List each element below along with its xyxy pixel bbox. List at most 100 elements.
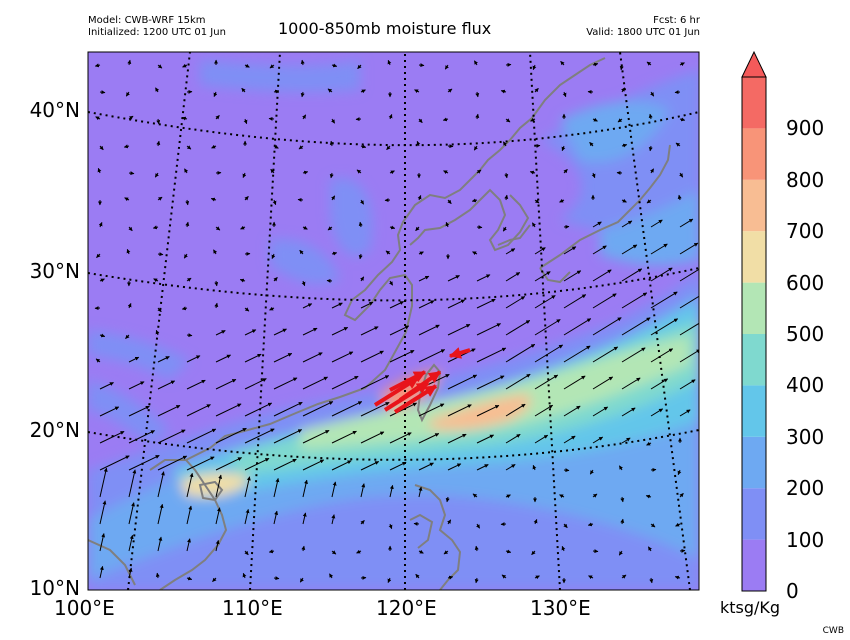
flux-arrow: [621, 198, 627, 203]
flux-arrow: [154, 172, 159, 178]
initialized-label: Initialized: 1200 UTC 01 Jun: [88, 27, 226, 38]
colorbar-tick-label: 100: [786, 527, 825, 552]
flux-arrow: [646, 441, 652, 446]
flux-arrow: [447, 275, 460, 282]
flux-arrow: [186, 538, 191, 552]
map-title: 1000-850mb moisture flux: [278, 19, 492, 38]
flux-arrow: [302, 459, 325, 471]
flux-arrow: [299, 249, 304, 255]
flux-arrow: [214, 302, 219, 309]
flux-arrow: [447, 374, 478, 390]
flux-arrow: [592, 493, 598, 498]
flux-arrow: [559, 198, 565, 203]
flux-arrow: [331, 460, 352, 471]
flux-arrow: [273, 277, 278, 282]
flux-arrow: [476, 523, 481, 529]
flux-arrow: [534, 404, 554, 417]
flux-arrow: [389, 432, 412, 444]
flux-arrow: [331, 481, 337, 498]
flux-arrow: [418, 486, 423, 498]
flux-arrow: [181, 306, 188, 311]
flux-arrow: [331, 251, 338, 256]
flux-arrow: [244, 353, 262, 363]
flux-arrow: [99, 145, 104, 151]
flux-arrow: [650, 318, 679, 336]
flux-arrow: [505, 248, 516, 255]
flux-arrow: [99, 565, 104, 579]
flux-arrow: [591, 172, 596, 179]
lat-label-30n: 30°N: [29, 259, 80, 283]
flux-arrow: [360, 375, 390, 390]
flux-arrow: [273, 429, 303, 444]
flux-arrow: [125, 91, 130, 97]
flux-arrow: [389, 461, 407, 471]
flux-arrow: [302, 401, 334, 417]
flux-arrow: [215, 457, 242, 471]
flux-arrow: [592, 117, 598, 122]
flux-arrow: [331, 514, 336, 525]
flux-arrow: [239, 278, 246, 283]
flux-arrow: [302, 352, 323, 363]
flux-arrow: [418, 63, 425, 68]
flux-arrow: [331, 302, 343, 309]
flux-arrow: [646, 199, 652, 204]
flux-arrow: [532, 464, 537, 471]
colorbar-band: [742, 77, 766, 129]
flux-arrow: [474, 545, 479, 552]
flux-arrow: [128, 430, 155, 444]
flux-arrow: [301, 280, 306, 287]
flux-arrow: [587, 522, 594, 527]
flux-arrow: [679, 62, 685, 67]
flux-arrow: [648, 145, 653, 152]
flux-arrow: [269, 64, 275, 69]
flux-arrow: [214, 280, 219, 287]
flux-arrow: [418, 300, 435, 309]
flux-arrow: [413, 521, 420, 526]
flux-arrow: [534, 271, 551, 282]
flux-arrow: [474, 577, 479, 584]
flux-arrow: [648, 113, 653, 120]
flux-arrow: [414, 89, 420, 94]
flux-arrow: [534, 319, 561, 336]
flux-arrow: [620, 518, 625, 525]
flux-arrow: [650, 267, 673, 282]
colorbar-tick-label: 500: [786, 322, 825, 346]
flux-arrow: [471, 198, 478, 203]
flux-arrow: [592, 436, 604, 444]
colorbar-band: [742, 128, 766, 180]
flux-arrow: [505, 494, 511, 499]
flux-arrow: [155, 87, 160, 93]
flux-arrow: [563, 318, 592, 336]
flux-arrow: [273, 144, 279, 149]
flux-arrow: [273, 89, 280, 94]
flux-arrow: [562, 91, 567, 98]
flux-arrow: [186, 472, 194, 498]
flux-arrow: [476, 225, 483, 230]
lon-label-100e: 100°E: [54, 596, 115, 620]
flux-arrow: [621, 377, 641, 390]
flux-arrow: [128, 381, 145, 390]
flux-arrow: [505, 272, 521, 282]
flux-arrow: [447, 299, 466, 309]
flux-arrow: [502, 226, 507, 232]
flux-arrow: [447, 519, 452, 525]
flux-arrow: [331, 430, 357, 444]
flux-arrow: [505, 62, 512, 67]
flux-arrow: [447, 463, 462, 471]
flux-arrow: [650, 91, 655, 97]
flux-arrow: [99, 406, 120, 417]
flux-arrow: [331, 375, 359, 390]
flux-arrow: [157, 455, 188, 471]
flux-arrow: [563, 224, 570, 229]
flux-arrow: [418, 118, 423, 124]
flux-arrow: [679, 242, 699, 255]
flux-arrow: [476, 347, 507, 363]
flux-arrow: [476, 298, 496, 309]
flux-arrow: [563, 468, 570, 473]
flux-arrow: [675, 142, 681, 147]
lat-label-10n: 10°N: [29, 576, 80, 600]
flux-arrow: [331, 195, 336, 201]
flux-arrow: [329, 573, 334, 579]
flux-arrow: [360, 401, 390, 417]
flux-arrow: [244, 63, 250, 68]
